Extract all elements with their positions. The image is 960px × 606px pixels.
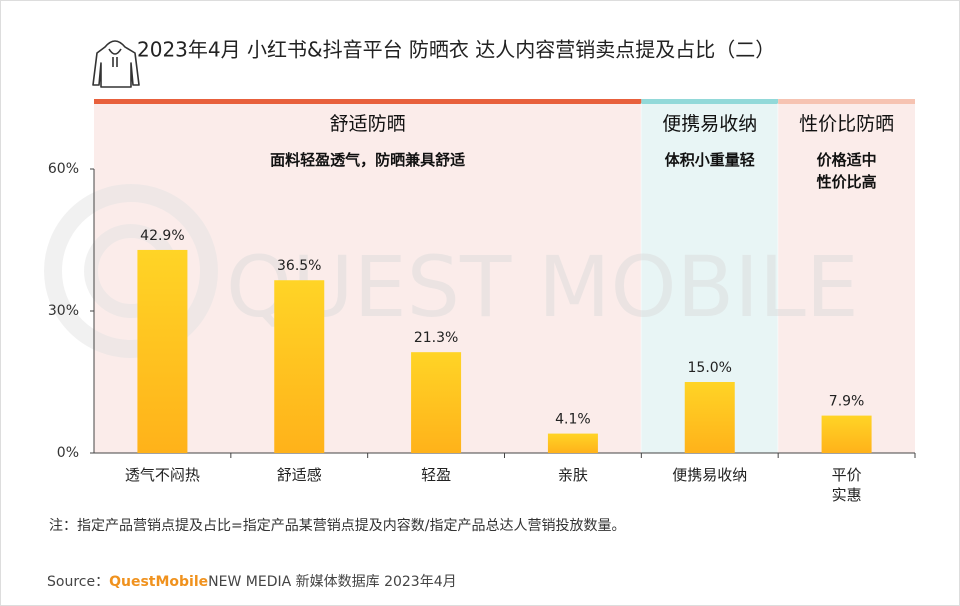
value-label: 7.9% <box>829 394 865 410</box>
group-subtitle: 面料轻盈透气，防晒兼具舒适 <box>270 151 466 169</box>
bar <box>411 352 462 453</box>
watermark-logo <box>44 184 218 358</box>
x-tick-label: 平价 实惠 <box>831 466 862 504</box>
value-label: 4.1% <box>555 412 591 428</box>
value-label: 21.3% <box>414 330 458 346</box>
bar <box>137 249 188 453</box>
x-tick-label: 亲肤 <box>557 466 588 484</box>
source-label: Source： <box>47 574 110 590</box>
group-stripe <box>94 99 642 104</box>
group-stripe <box>641 99 779 104</box>
y-tick-label: 0% <box>57 445 79 461</box>
value-label: 15.0% <box>688 360 732 376</box>
x-tick-label: 舒适感 <box>276 466 322 484</box>
bar <box>547 433 598 453</box>
group-title: 舒适防晒 <box>329 113 406 135</box>
source-text: NEW MEDIA 新媒体数据库 2023年4月 <box>208 574 457 590</box>
group-panel <box>778 103 915 453</box>
group-title: 便携易收纳 <box>662 113 758 135</box>
group-stripe <box>778 99 915 104</box>
value-label: 42.9% <box>140 228 184 244</box>
group-subtitle: 体积小重量轻 <box>664 151 755 169</box>
y-tick-label: 30% <box>48 303 79 319</box>
source-brand: QuestMobile <box>109 574 209 590</box>
hoodie-icon <box>92 40 140 88</box>
source: Source：QuestMobileNEW MEDIA 新媒体数据库 2023年… <box>47 571 457 591</box>
watermark-text: QUEST MOBILE <box>226 238 859 336</box>
chart-title: 2023年4月 小红书&抖音平台 防晒衣 达人内容营销卖点提及占比（二） <box>137 38 775 62</box>
x-tick-label: 便携易收纳 <box>672 466 748 484</box>
group-title: 性价比防晒 <box>799 113 895 135</box>
bar <box>684 382 735 453</box>
value-label: 36.5% <box>277 258 321 274</box>
note: 注：指定产品营销点提及占比=指定产品某营销点提及内容数/指定产品总达人营销投放数… <box>49 518 626 534</box>
watermark: QUEST MOBILE <box>44 184 859 358</box>
y-tick-label: 60% <box>48 161 79 177</box>
x-tick-label: 轻盈 <box>421 466 452 484</box>
group-subtitle: 价格适中 性价比高 <box>816 151 877 191</box>
bar <box>274 280 325 453</box>
bar <box>821 415 872 453</box>
x-tick-label: 透气不闷热 <box>124 466 200 484</box>
